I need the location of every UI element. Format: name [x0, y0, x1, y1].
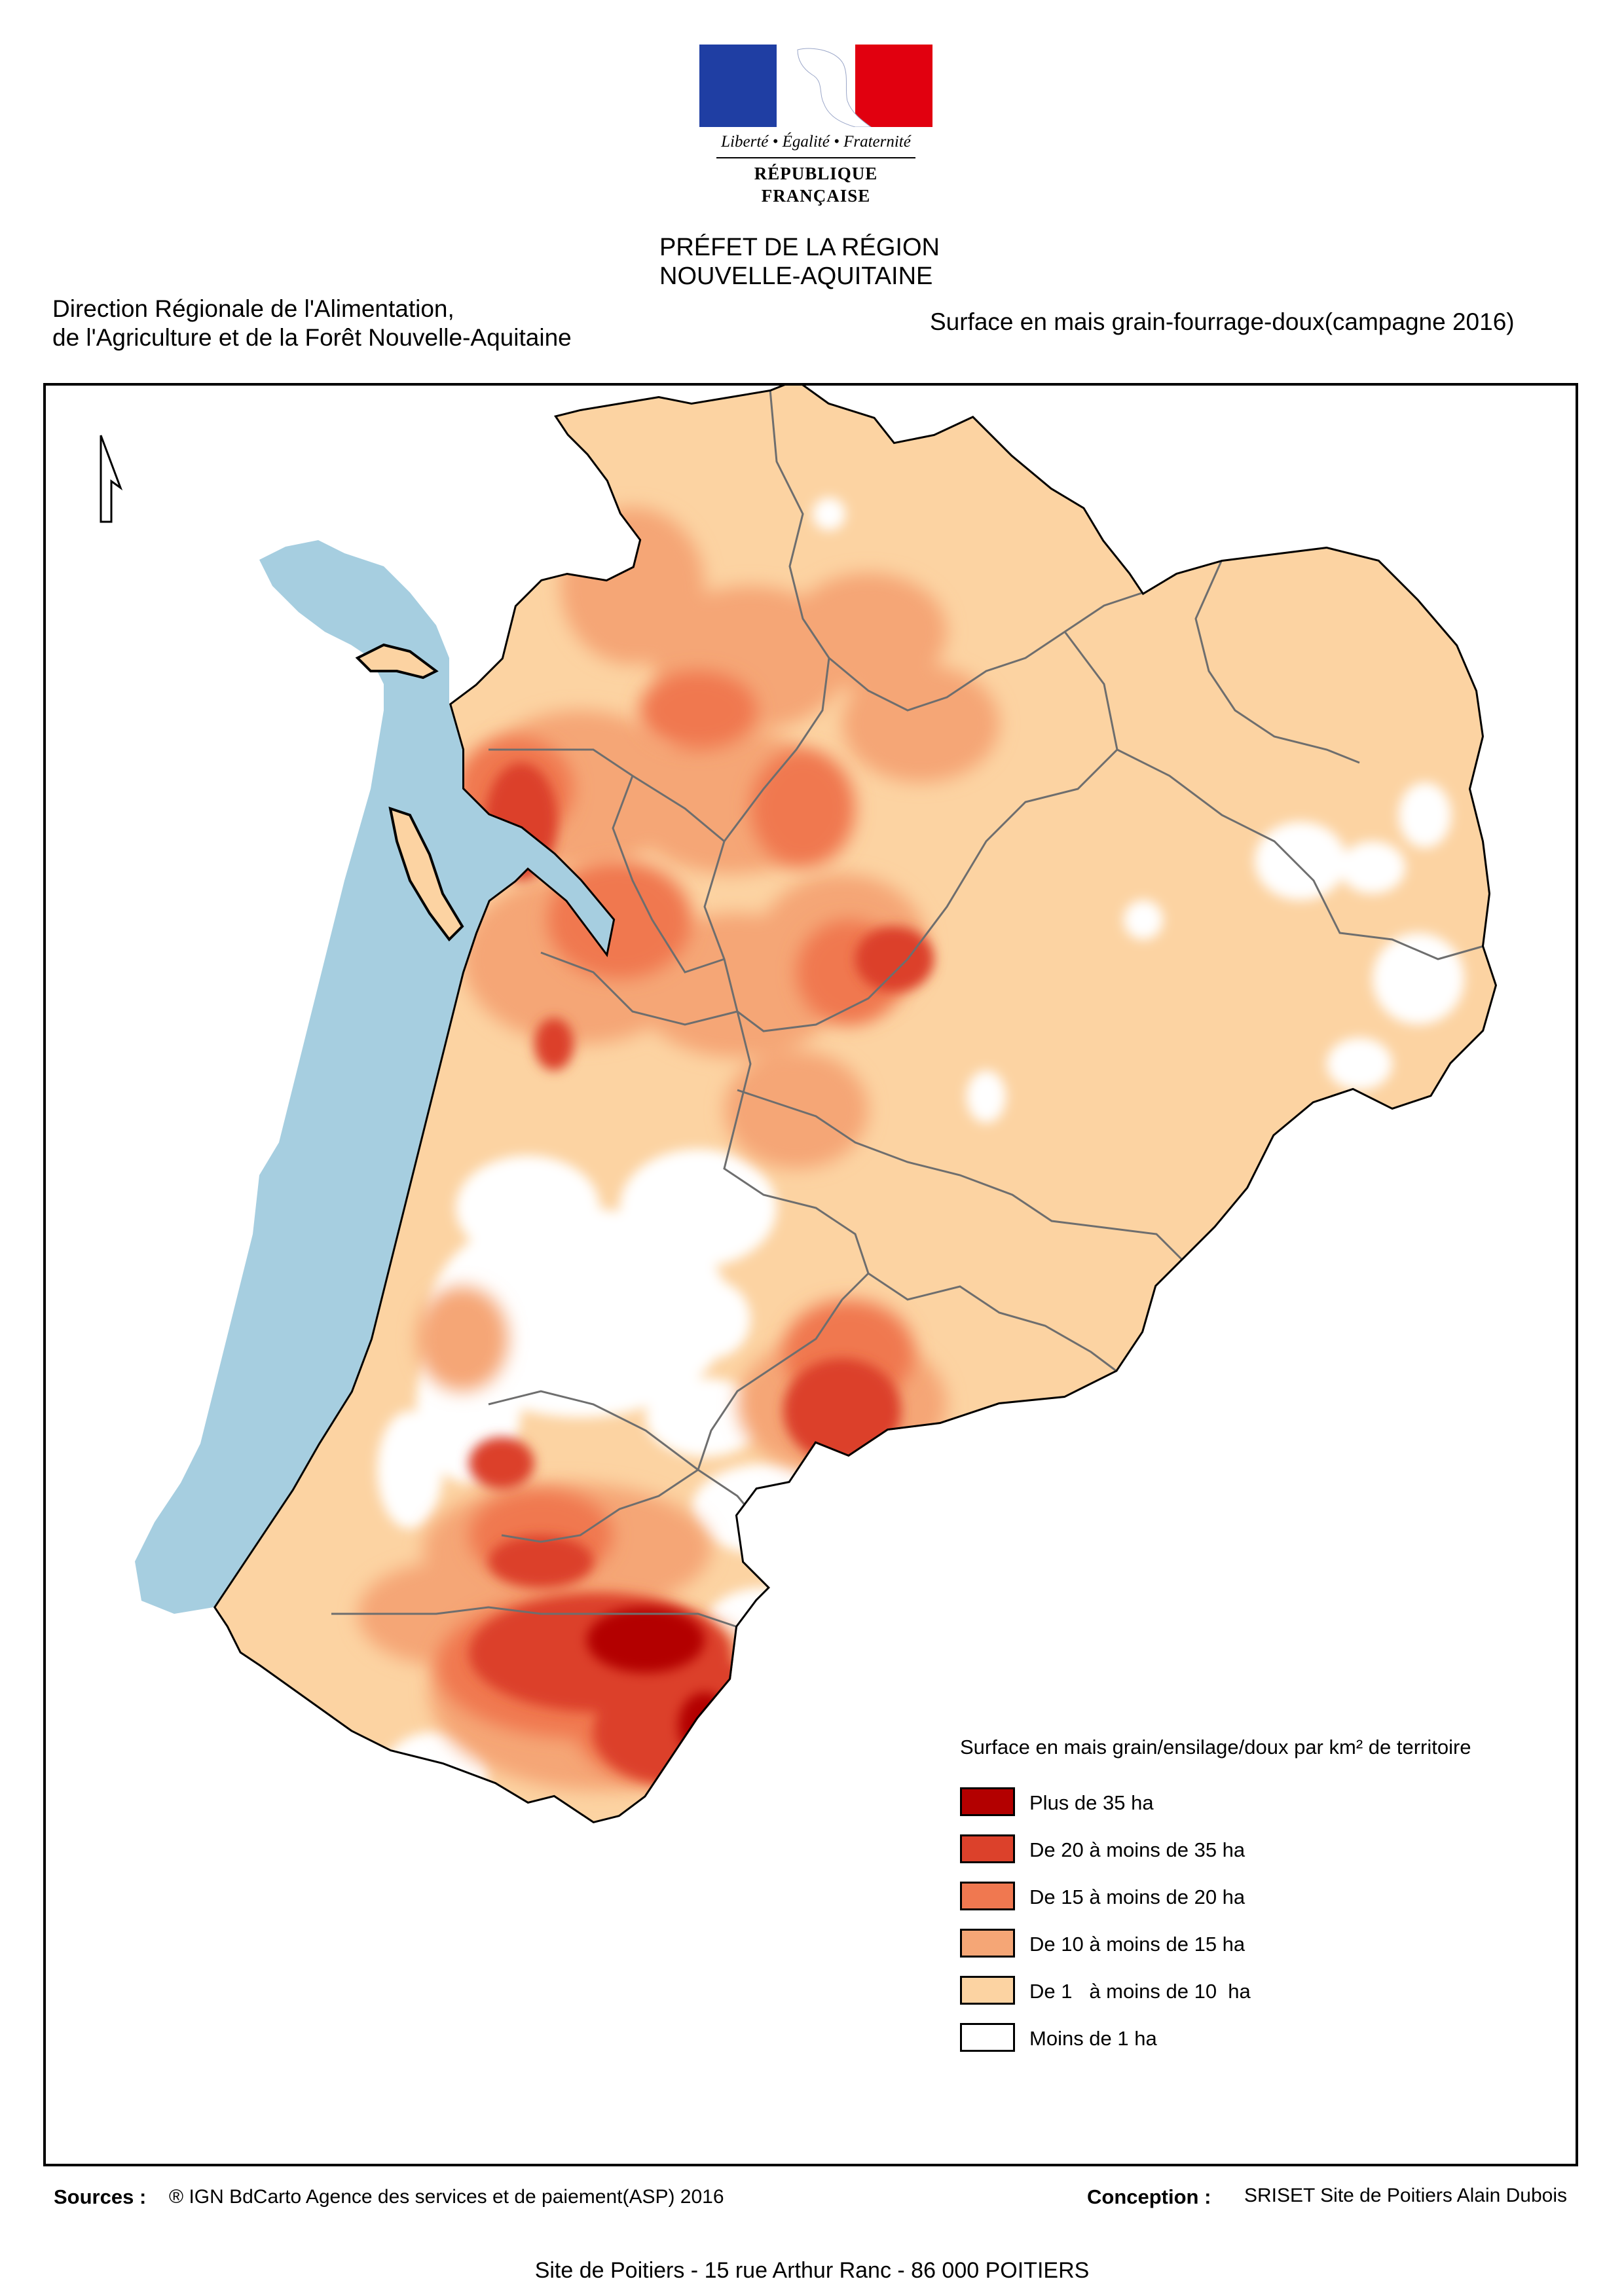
legend-swatch — [960, 1882, 1015, 1910]
choropleth-map — [100, 383, 1497, 1823]
sources-label: Sources : — [54, 2185, 147, 2208]
legend-label: Plus de 35 ha — [1029, 1791, 1154, 1814]
legend-swatch — [960, 1787, 1015, 1816]
republic-motto: Liberté • Égalité • Fraternité — [721, 133, 911, 151]
prefet-title-line2: NOUVELLE-AQUITAINE — [659, 263, 933, 290]
legend-label: De 15 à moins de 20 ha — [1029, 1886, 1246, 1908]
legend-label: De 20 à moins de 35 ha — [1029, 1838, 1246, 1861]
prefet-title-line1: PRÉFET DE LA RÉGION — [659, 234, 940, 261]
marianne-flag-icon — [699, 45, 932, 127]
north-arrow-icon — [100, 435, 123, 523]
republic-name: RÉPUBLIQUE FRANÇAISE — [754, 164, 878, 206]
legend-label: Moins de 1 ha — [1029, 2027, 1157, 2050]
legend-swatch — [960, 1976, 1015, 2005]
service-name-line2: de l'Agriculture et de la Forêt Nouvelle… — [52, 324, 572, 351]
map-subject: Surface en mais grain-fourrage-doux(camp… — [930, 308, 1515, 335]
footer-address: Site de Poitiers - 15 rue Arthur Ranc - … — [534, 2258, 1090, 2283]
service-name-line1: Direction Régionale de l'Alimentation, — [52, 295, 454, 322]
sources-text: ® IGN BdCarto Agence des services et de … — [169, 2186, 724, 2208]
logo-divider — [716, 157, 915, 158]
conception-label: Conception : — [1087, 2185, 1211, 2208]
department-boundaries — [331, 389, 1485, 1628]
republique-francaise-logo: Liberté • Égalité • Fraternité RÉPUBLIQU… — [699, 45, 932, 206]
atlantic-ocean — [135, 540, 613, 1614]
legend-label: De 10 à moins de 15 ha — [1029, 1933, 1246, 1956]
ile-d-oleron — [388, 807, 464, 942]
legend-swatch — [960, 1834, 1015, 1863]
legend-title: Surface en mais grain/ensilage/doux par … — [960, 1736, 1471, 1758]
region-outline — [213, 383, 1497, 1823]
legend-swatch — [960, 1929, 1015, 1958]
map-frame — [43, 383, 1578, 2166]
ile-de-re — [355, 643, 439, 680]
conception-text: SRISET Site de Poitiers Alain Dubois — [1244, 2185, 1568, 2206]
legend-label: De 1 à moins de 10 ha — [1029, 1980, 1251, 2003]
legend-swatch — [960, 2023, 1015, 2052]
